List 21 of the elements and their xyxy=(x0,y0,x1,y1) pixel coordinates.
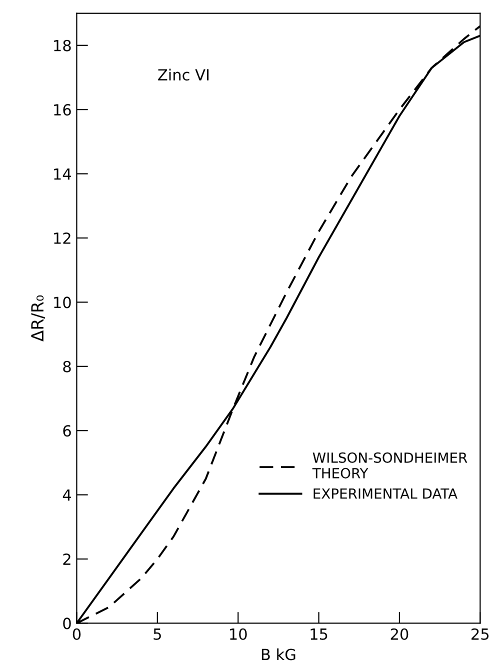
y-tick-label: 18 xyxy=(54,40,71,52)
y-tick-label: 0 xyxy=(63,618,71,630)
y-tick-label: 8 xyxy=(63,360,71,372)
y-axis-title: ΔR/R₀ xyxy=(31,295,45,342)
x-axis-title: B kG xyxy=(262,648,296,660)
x-tick-label: 25 xyxy=(472,628,489,640)
y-tick-label: 4 xyxy=(62,489,72,501)
y-tick-label: 14 xyxy=(54,168,72,180)
y-tick-label: 6 xyxy=(63,425,71,437)
x-tick-label: 10 xyxy=(230,628,247,640)
x-tick-label: 5 xyxy=(154,628,161,640)
y-tick-label: 12 xyxy=(54,232,70,244)
x-tick-label: 20 xyxy=(390,628,408,640)
x-tick-label: 0 xyxy=(72,628,81,640)
x-tick-label: 15 xyxy=(310,628,328,640)
y-tick-label: 16 xyxy=(54,104,71,116)
legend-label: EXPERIMENTAL DATA xyxy=(314,488,458,499)
legend-label: WILSON-SONDHEIMER THEORY xyxy=(312,452,468,478)
annotation: Zinc VI xyxy=(158,68,209,81)
y-tick-label: 10 xyxy=(54,296,71,308)
y-tick-label: 2 xyxy=(63,553,70,565)
